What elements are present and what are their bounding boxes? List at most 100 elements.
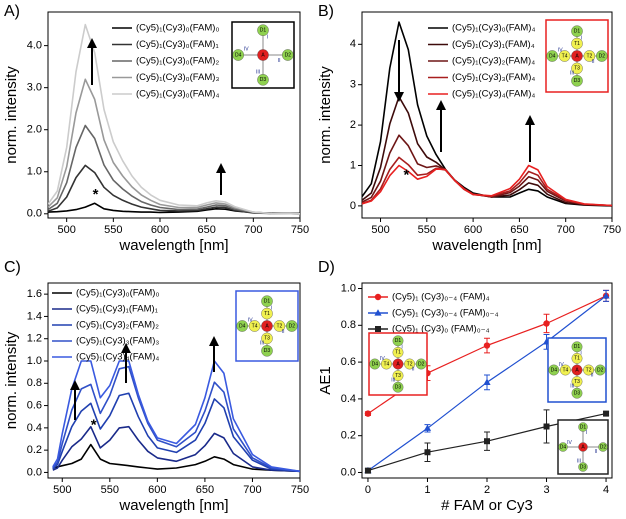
y-tick-label: 3: [350, 79, 356, 91]
series-line: [362, 96, 612, 207]
inset-label: I: [267, 34, 268, 40]
x-tick-label: 2: [484, 484, 490, 496]
inset-node: [571, 364, 583, 376]
inset-node: [571, 376, 583, 388]
inset-label: A: [575, 367, 579, 373]
x-tick-label: 600: [151, 224, 169, 236]
inset-label: D3: [260, 77, 267, 83]
x-tick-label: 650: [196, 484, 214, 496]
inset-label: D2: [418, 361, 425, 367]
legend-label: (Cy5)₁(Cy3)₀(FAM)₀: [136, 23, 219, 34]
inset-node: [232, 49, 244, 61]
y-tick-label: 0.8: [27, 377, 42, 389]
panel: D) # FAM or Cy3 AE1 0 1 2 3 4 0.0 0.2 0.4 0.6 0.8 1.0…: [317, 259, 613, 514]
y-tick-label: 0.4: [27, 422, 42, 434]
inset-label: D2: [597, 367, 604, 373]
marker: [374, 309, 382, 316]
inset-label: D3: [264, 348, 271, 354]
inset-label: T3: [264, 336, 270, 342]
inset-label: A: [261, 52, 265, 58]
inset-node: [286, 320, 298, 332]
legend-label: (Cy5)₁(Cy3)₄(FAM)₄: [76, 352, 159, 363]
inset-node: [248, 320, 261, 332]
inset-label: T2: [407, 361, 413, 367]
series-line: [48, 164, 300, 215]
y-tick-label: 1.0: [341, 282, 356, 294]
inset-label: D4: [372, 361, 379, 367]
inset-label: T3: [395, 373, 401, 379]
legend-label: (Cy5)₁(Cy3)₁(FAM)₄: [452, 39, 535, 50]
y-tick-label: 0.0: [27, 208, 42, 220]
inset-label: II: [278, 58, 281, 64]
inset-node: [559, 364, 571, 376]
y-tick-label: 0.0: [27, 466, 42, 478]
x-tick-label: 500: [57, 224, 75, 236]
inset-label: IV: [567, 440, 572, 446]
inset-node: [571, 387, 583, 399]
inset-label: D1: [264, 299, 271, 305]
x-tick-label: 750: [291, 484, 309, 496]
inset-label: T1: [574, 356, 580, 362]
inset-node: [261, 332, 273, 345]
y-tick-label: 0.2: [27, 444, 42, 456]
panel: C) wavelength [nm] norm. intensity 500 550 60…: [3, 259, 309, 514]
inset-label: D2: [289, 323, 296, 329]
inset-label: D1: [574, 29, 581, 35]
y-tick-label: 0.6: [27, 399, 42, 411]
series-line: [52, 443, 300, 473]
x-tick-label: 1: [424, 484, 430, 496]
inset-node: [392, 381, 404, 393]
series-line: [362, 164, 612, 207]
inset-node: [415, 358, 427, 370]
inset-label: D2: [600, 444, 607, 450]
plot-frame: [47, 11, 301, 219]
y-tick-label: 0.6: [341, 356, 356, 368]
y-axis-title: norm. intensity: [317, 66, 334, 164]
x-tick-label: 600: [148, 484, 166, 496]
panel-label: D): [318, 259, 335, 276]
inset-label: D2: [599, 53, 606, 59]
inset-label: III: [570, 71, 574, 77]
inset-label: I: [271, 305, 272, 311]
inset-label: D1: [574, 344, 581, 350]
marker: [374, 293, 382, 301]
inset-node: [571, 25, 583, 37]
inset-label: I: [581, 35, 582, 41]
inset-label: III: [577, 458, 581, 464]
inset-node: [236, 320, 248, 332]
marker: [543, 423, 550, 430]
annotation: *: [404, 167, 410, 184]
inset-label: D4: [560, 444, 567, 450]
legend-label: (Cy5)₁(Cy3)₁(FAM)₁: [76, 304, 158, 315]
x-tick-label: 650: [197, 224, 215, 236]
inset-label: IV: [558, 48, 563, 54]
legend-label: (Cy5)₁(Cy3)₀(FAM)₃: [136, 72, 219, 83]
inset-node: [404, 358, 416, 370]
inset-label: T3: [574, 66, 580, 72]
inset-label: D4: [551, 367, 558, 373]
inset-label: II: [595, 449, 598, 455]
marker: [364, 467, 371, 474]
legend-label: (Cy5)₁ (Cy3)₀ (FAM)₀₋₄: [392, 324, 490, 335]
y-axis-title: norm. intensity: [3, 66, 20, 164]
inset-label: D3: [574, 391, 581, 397]
y-tick-label: 2.0: [27, 124, 42, 136]
panel-label: B): [318, 3, 334, 20]
inset-label: III: [391, 378, 395, 384]
inset-node: [571, 50, 583, 62]
marker: [424, 449, 431, 456]
series-line: [48, 78, 300, 215]
marker: [484, 438, 490, 445]
inset-label: T1: [574, 41, 580, 47]
inset-node: [257, 24, 269, 36]
inset-node: [578, 462, 588, 472]
legend-label: (Cy5)₁(Cy3)₃(FAM)₄: [452, 72, 535, 83]
annotation: *: [91, 417, 97, 434]
inset-label: D1: [395, 338, 402, 344]
